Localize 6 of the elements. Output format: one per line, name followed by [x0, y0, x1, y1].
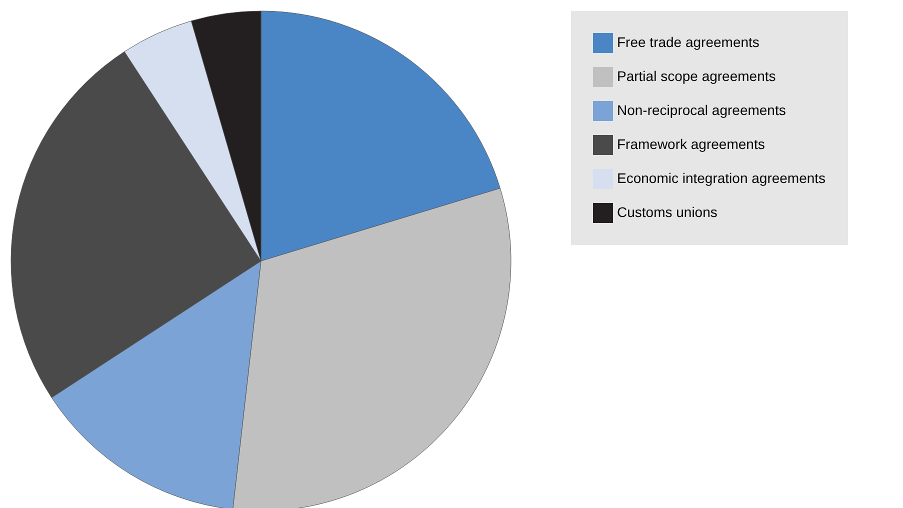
legend-label: Non-reciprocal agreements — [617, 102, 786, 118]
legend-label: Customs unions — [617, 204, 718, 220]
legend-label: Free trade agreements — [617, 34, 760, 50]
legend-label: Partial scope agreements — [617, 68, 776, 84]
legend-label: Framework agreements — [617, 136, 765, 152]
legend-label: Economic integration agreements — [617, 170, 826, 186]
